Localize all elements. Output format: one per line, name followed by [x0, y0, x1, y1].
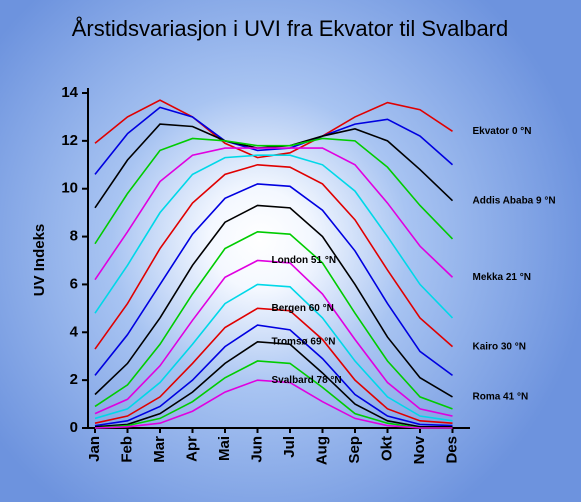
y-tick-label: 2: [70, 371, 78, 388]
y-tick-label: 10: [61, 180, 78, 197]
series-label: Roma 41 °N: [473, 392, 529, 403]
chart-title: Årstidsvariasjon i UVI fra Ekvator til S…: [72, 16, 509, 41]
y-tick-label: 14: [61, 84, 78, 101]
y-tick-label: 8: [70, 228, 78, 245]
x-tick-label: Okt: [378, 436, 395, 461]
y-tick-label: 6: [70, 275, 78, 292]
x-tick-label: Sep: [346, 436, 363, 464]
series-label: Kairo 30 °N: [473, 341, 526, 352]
y-tick-label: 0: [70, 419, 78, 436]
x-tick-label: Feb: [118, 436, 135, 463]
x-tick-label: Apr: [183, 436, 200, 462]
x-tick-label: Mar: [151, 436, 168, 463]
series-label: Mekka 21 °N: [473, 272, 531, 283]
series-label: Tromsø 69 °N: [272, 336, 336, 347]
y-axis-label: UV Indeks: [31, 224, 48, 297]
chart: Årstidsvariasjon i UVI fra Ekvator til S…: [0, 0, 581, 502]
series-label: Bergen 60 °N: [272, 303, 334, 314]
series-label: Svalbard 78 °N: [272, 375, 342, 386]
x-tick-label: Jul: [281, 436, 298, 458]
y-tick-label: 4: [70, 323, 79, 340]
y-tick-label: 12: [61, 132, 78, 149]
x-tick-label: Aug: [313, 436, 330, 465]
x-tick-label: Jun: [248, 436, 265, 463]
x-tick-label: Mai: [216, 436, 233, 461]
series-label: London 51 °N: [272, 255, 337, 266]
x-tick-label: Jan: [86, 436, 103, 462]
x-tick-label: Des: [443, 436, 460, 464]
series-label: Ekvator 0 °N: [473, 126, 532, 137]
x-tick-label: Nov: [411, 435, 428, 464]
series-label: Addis Ababa 9 °N: [473, 195, 556, 206]
